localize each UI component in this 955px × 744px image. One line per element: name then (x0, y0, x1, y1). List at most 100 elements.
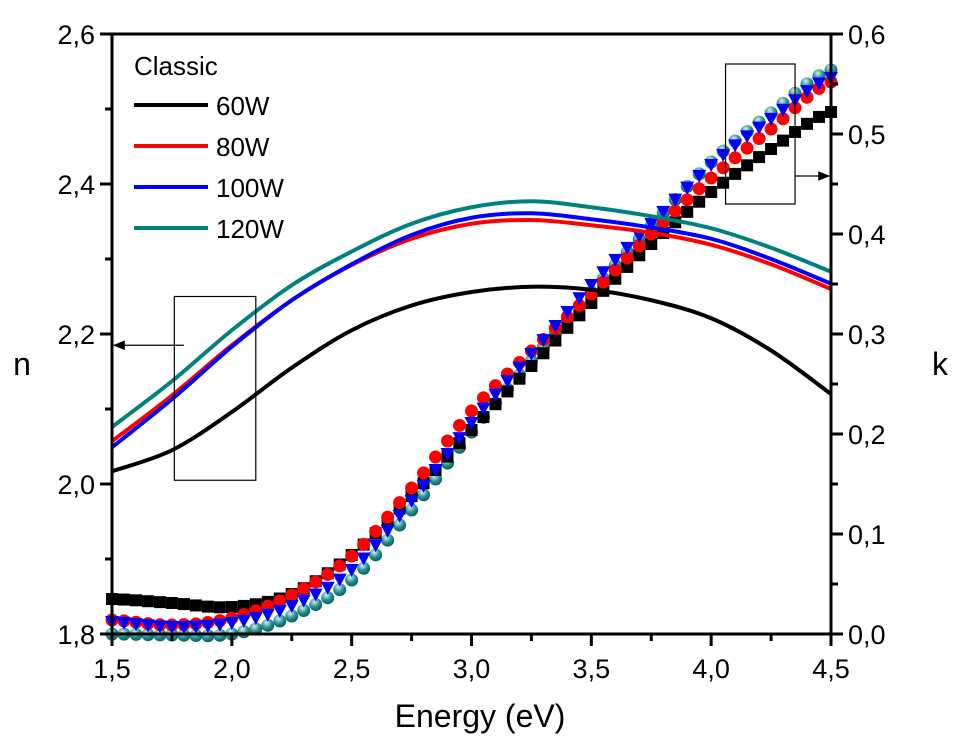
k-marker-square (753, 151, 766, 164)
k-marker-sphere (345, 573, 359, 587)
k-marker-sphere (321, 591, 335, 605)
k-marker-triangle (368, 539, 383, 553)
k-marker-triangle (488, 388, 503, 402)
k-marker-triangle (656, 205, 671, 219)
k-marker-sphere (285, 609, 299, 623)
k-marker-circle (776, 112, 790, 126)
k-marker-square (165, 597, 178, 609)
y-right-tick-label: 0,0 (848, 620, 886, 650)
k-marker-circle (321, 567, 335, 581)
k-marker-square (621, 260, 634, 273)
k-marker-sphere (393, 518, 407, 532)
k-marker-circle (668, 204, 682, 218)
k-marker-square (237, 599, 250, 612)
k-marker-sphere (381, 533, 395, 547)
k-marker-triangle (128, 618, 143, 632)
k-marker-sphere (189, 629, 203, 643)
y-left-axis-title: n (13, 346, 31, 382)
legend-title: Classic (134, 51, 218, 81)
k-marker-circle (369, 524, 383, 538)
k-marker-circle (632, 239, 646, 253)
plot-series (105, 63, 838, 643)
n-line-120W (110, 199, 832, 429)
k-marker-triangle (812, 77, 827, 91)
y-right-tick-label: 0,3 (848, 320, 886, 350)
y-left-tick-label: 1,8 (57, 620, 95, 650)
x-tick-label: 2,0 (213, 654, 251, 684)
k-marker-square (549, 334, 562, 347)
k-marker-circle (357, 537, 371, 551)
k-marker-circle (692, 182, 706, 196)
k-marker-triangle (224, 617, 239, 630)
k-marker-triangle (764, 113, 779, 126)
k-marker-sphere (273, 614, 287, 628)
k-marker-circle (572, 299, 586, 313)
k-marker-triangle (548, 320, 563, 334)
k-marker-square (705, 186, 718, 198)
k-marker-square (645, 238, 658, 250)
k-marker-triangle (608, 253, 623, 267)
k-marker-triangle (308, 588, 323, 602)
k-marker-square (717, 176, 730, 189)
y-right-tick-label: 0,2 (848, 420, 886, 450)
n-line-60W (111, 284, 833, 474)
k-marker-sphere (417, 488, 431, 502)
k-marker-triangle (272, 604, 287, 618)
k-marker-sphere (261, 618, 275, 632)
k-marker-sphere (297, 603, 311, 617)
k-marker-square (633, 249, 646, 262)
k-marker-triangle (176, 620, 191, 634)
legend-label: 80W (216, 132, 270, 162)
k-marker-square (777, 134, 790, 147)
k-marker-circle (417, 466, 431, 480)
k-marker-triangle (392, 509, 407, 523)
k-marker-triangle (476, 402, 491, 416)
k-marker-square (189, 599, 202, 612)
k-marker-square (585, 297, 598, 309)
annotations (112, 63, 831, 481)
k-marker-square (117, 593, 130, 606)
x-tick-label: 4,0 (692, 654, 730, 684)
k-marker-circle (309, 575, 323, 589)
k-marker-circle (764, 122, 778, 136)
k-marker-triangle (296, 594, 311, 608)
k-marker-circle (740, 141, 754, 155)
k-marker-circle (716, 161, 730, 175)
k-marker-triangle (644, 218, 659, 231)
k-marker-triangle (344, 564, 359, 577)
k-marker-triangle (692, 169, 707, 183)
k-marker-square (525, 360, 538, 372)
k-marker-sphere (405, 503, 419, 517)
k-marker-triangle (536, 334, 551, 348)
k-marker-triangle (500, 375, 515, 389)
k-marker-sphere (309, 598, 323, 612)
legend-label: 120W (216, 214, 284, 244)
k-marker-square (729, 167, 742, 180)
n-line-100W (110, 211, 832, 449)
k-marker-triangle (200, 619, 215, 633)
k-marker-square (537, 347, 550, 360)
k-marker-square (813, 110, 826, 123)
k-marker-triangle (680, 181, 695, 195)
k-marker-sphere (249, 622, 263, 636)
k-marker-triangle (428, 464, 443, 478)
k-marker-triangle (152, 620, 167, 634)
k-marker-square (489, 398, 502, 411)
k-marker-square (129, 594, 142, 607)
k-marker-circle (405, 481, 419, 495)
k-marker-square (201, 600, 214, 613)
k-marker-triangle (116, 616, 131, 630)
k-marker-circle (273, 594, 287, 608)
k-marker-triangle (332, 573, 347, 587)
k-marker-square (477, 411, 490, 424)
y-left-tick-label: 2,6 (57, 20, 95, 50)
k-marker-circle (345, 549, 359, 563)
k-marker-triangle (284, 600, 299, 613)
k-marker-circle (704, 171, 718, 185)
k-marker-square (225, 601, 238, 613)
k-marker-triangle (164, 621, 179, 634)
k-marker-square (693, 195, 706, 208)
k-marker-square (765, 143, 778, 155)
k-marker-square (561, 321, 574, 334)
